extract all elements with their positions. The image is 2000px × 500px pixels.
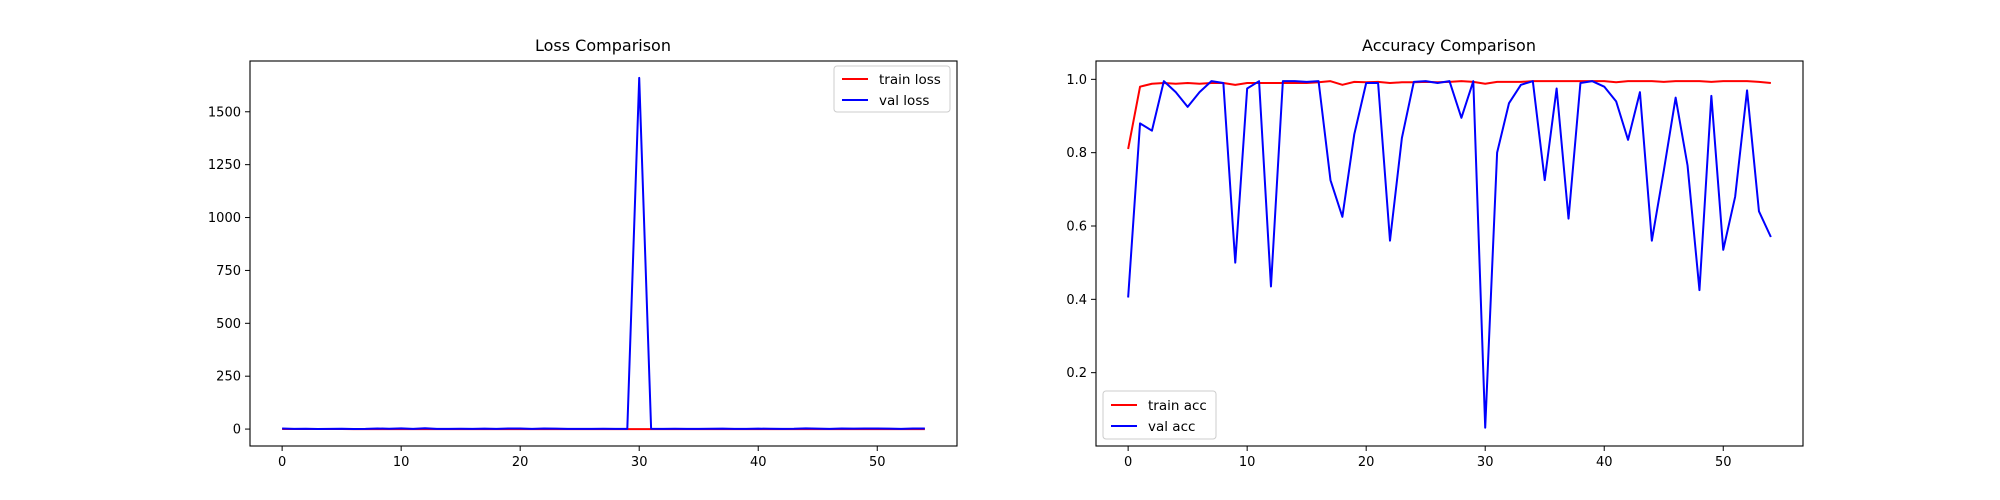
- accuracy-x-tick-label: 10: [1239, 455, 1256, 470]
- accuracy-x-tick-label: 30: [1477, 455, 1494, 470]
- accuracy-y-tick-label: 0.6: [1066, 220, 1087, 235]
- loss-y-tick-label: 0: [233, 423, 241, 438]
- loss-legend-val-label: val loss: [879, 93, 929, 109]
- accuracy-legend-val-label: val acc: [1148, 419, 1195, 435]
- loss-y-tick-label: 1250: [208, 158, 241, 173]
- loss-chart-y-ticks: 0 250 500 750 1000 1250 1500: [208, 105, 250, 438]
- loss-chart-plot-frame: [249, 60, 958, 447]
- loss-x-tick-label: 50: [869, 455, 886, 470]
- accuracy-x-tick-label: 0: [1124, 455, 1132, 470]
- loss-legend-train-label: train loss: [879, 72, 941, 88]
- accuracy-x-tick-label: 50: [1715, 455, 1732, 470]
- accuracy-y-tick-label: 0.8: [1066, 146, 1087, 161]
- loss-x-tick-label: 10: [393, 455, 410, 470]
- loss-x-tick-label: 0: [278, 455, 286, 470]
- accuracy-legend-train-label: train acc: [1148, 398, 1207, 414]
- loss-chart-title: Loss Comparison: [535, 36, 671, 55]
- accuracy-chart-plot-frame: [1095, 60, 1804, 447]
- loss-y-tick-label: 250: [216, 370, 241, 385]
- loss-x-tick-label: 40: [750, 455, 767, 470]
- accuracy-chart: Accuracy Comparison 0 10 20 30 40 50 0.20.40.…: [1066, 36, 1804, 470]
- loss-y-tick-label: 500: [216, 317, 241, 332]
- loss-chart-series-layer: [282, 76, 925, 431]
- accuracy-chart-title: Accuracy Comparison: [1362, 36, 1536, 55]
- loss-y-tick-label: 1500: [208, 105, 241, 120]
- accuracy-chart-legend: train acc val acc: [1102, 390, 1217, 440]
- accuracy-y-tick-label: 0.4: [1066, 293, 1087, 308]
- accuracy-chart-series-layer: [1127, 80, 1772, 429]
- loss-y-tick-label: 750: [216, 264, 241, 279]
- accuracy-series-val-acc: [1127, 80, 1772, 429]
- loss-chart: Loss Comparison 0 10 20 30 40 50 0 250 500 750 10…: [208, 36, 958, 470]
- accuracy-x-tick-label: 40: [1596, 455, 1613, 470]
- loss-y-tick-label: 1000: [208, 211, 241, 226]
- accuracy-y-tick-label: 1.0: [1066, 73, 1087, 88]
- accuracy-y-tick-label: 0.2: [1066, 366, 1087, 381]
- loss-chart-legend: train loss val loss: [833, 65, 951, 113]
- loss-x-tick-label: 20: [512, 455, 529, 470]
- accuracy-x-tick-label: 20: [1358, 455, 1375, 470]
- loss-x-tick-label: 30: [631, 455, 648, 470]
- loss-chart-x-ticks: 0 10 20 30 40 50: [278, 446, 886, 470]
- accuracy-chart-x-ticks: 0 10 20 30 40 50: [1124, 446, 1732, 470]
- loss-series-val-loss: [282, 76, 925, 430]
- accuracy-chart-y-ticks: 0.2 0.4 0.6 0.8 1.0: [1066, 73, 1096, 381]
